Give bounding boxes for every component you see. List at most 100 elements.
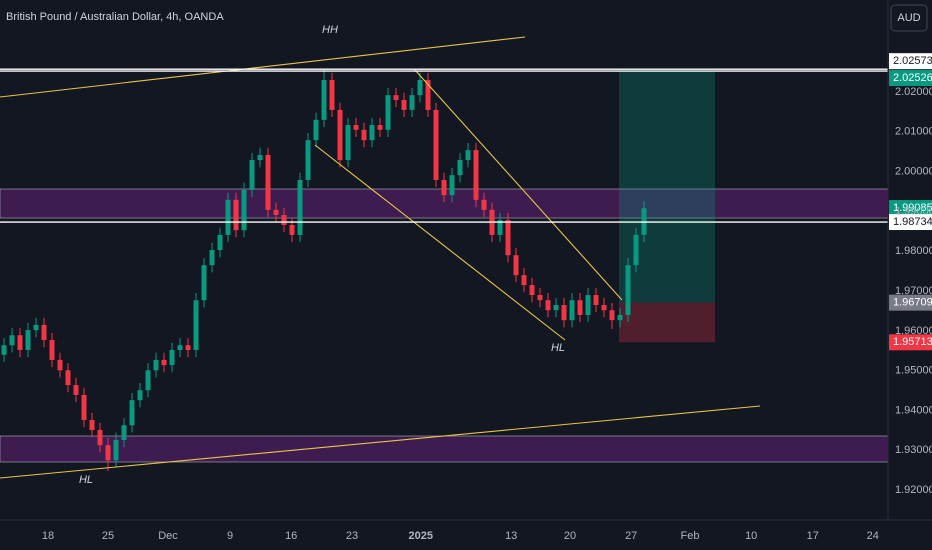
candle-body: [521, 275, 527, 286]
y-tick-label: 1.92000: [895, 484, 932, 496]
candle-body: [209, 250, 215, 266]
candle-body: [281, 215, 287, 225]
candle-body: [57, 359, 63, 371]
position-box: [619, 71, 715, 343]
candle-body: [601, 304, 607, 311]
candle-body: [137, 390, 143, 401]
candle-body: [313, 119, 319, 141]
candle-body: [289, 224, 295, 235]
candle-body: [425, 80, 431, 110]
levels: 2.025732.025261.9908501:22:241.987341.96…: [0, 53, 932, 351]
trendlines: [0, 36, 761, 479]
candle-body: [617, 314, 623, 321]
price-label: 1.98734: [893, 216, 932, 228]
candle-body: [49, 340, 55, 360]
candle-body: [497, 220, 503, 235]
candle-body: [249, 160, 255, 190]
candle-body: [225, 199, 231, 235]
y-tick-label: 2.00000: [895, 166, 932, 178]
candle-body: [625, 265, 631, 315]
x-tick-label: 25: [102, 530, 114, 542]
candle-body: [33, 324, 39, 331]
x-tick-label: Feb: [681, 530, 700, 542]
x-tick-label: 9: [227, 530, 233, 542]
chart-title: British Pound / Australian Dollar, 4h, O…: [6, 11, 224, 23]
stop-zone: [619, 302, 715, 343]
demand-zone: [0, 435, 889, 463]
y-tick-label: 1.99000: [895, 205, 932, 217]
candle-body: [473, 150, 479, 200]
x-tick-label: Dec: [158, 530, 178, 542]
candle-body: [217, 234, 223, 251]
trendline: [414, 69, 623, 301]
candle-body: [593, 295, 599, 305]
candle-body: [97, 430, 103, 446]
y-tick-label: 2.02000: [895, 86, 932, 98]
candle-body: [233, 199, 239, 231]
y-tick-label: 1.94000: [895, 404, 932, 416]
candle-body: [329, 80, 335, 110]
candle-body: [305, 140, 311, 180]
candle-body: [433, 109, 439, 180]
candle-body: [273, 209, 279, 216]
candle-body: [161, 359, 167, 366]
y-tick-label: 2.01000: [895, 126, 932, 138]
y-tick-label: 1.93000: [895, 444, 932, 456]
candle-body: [457, 160, 463, 176]
x-tick-label: 13: [505, 530, 517, 542]
candle-body: [401, 99, 407, 110]
price-label-box: [889, 53, 932, 70]
candle-body: [73, 385, 79, 395]
candle-body: [353, 125, 359, 130]
trendline: [0, 36, 526, 98]
price-label-box: [889, 70, 932, 87]
price-label: 2.02573: [893, 55, 932, 67]
candle-body: [9, 335, 15, 346]
currency-box[interactable]: [890, 4, 928, 32]
candle-body: [545, 300, 551, 311]
x-tick-label: 18: [42, 530, 54, 542]
candle-body: [81, 394, 87, 421]
y-tick-label: 1.96000: [895, 325, 932, 337]
candle-body: [449, 175, 455, 196]
candle-body: [17, 335, 23, 350]
candle-body: [153, 359, 159, 371]
candle-body: [113, 439, 119, 461]
candle-body: [633, 234, 639, 266]
x-tick-label: 2025: [409, 530, 433, 542]
price-label: 1.96709: [893, 297, 932, 309]
x-tick-label: 23: [346, 530, 358, 542]
candle-body: [369, 125, 375, 141]
candle-body: [393, 95, 399, 100]
candle-body: [529, 285, 535, 296]
y-tick-label: 1.98000: [895, 245, 932, 257]
x-tick-label: 17: [807, 530, 819, 542]
price-label: 2.02526: [893, 72, 932, 84]
candle-body: [361, 129, 367, 141]
price-label-box: [889, 294, 932, 311]
trendline: [0, 405, 761, 479]
candle-body: [609, 310, 615, 321]
candle-body: [377, 125, 383, 130]
candle-body: [201, 265, 207, 301]
x-tick-label: 24: [867, 530, 879, 542]
candle-body: [65, 370, 71, 386]
candle-body: [505, 220, 511, 256]
y-tick-label: 1.95000: [895, 365, 932, 377]
candle-body: [561, 304, 567, 321]
candle-body: [345, 125, 351, 161]
trendline: [314, 144, 566, 341]
candle-body: [481, 199, 487, 210]
candle-body: [465, 150, 471, 161]
candle-body: [257, 154, 263, 161]
candle-body: [417, 80, 423, 96]
candle-body: [441, 179, 447, 196]
candle-body: [169, 349, 175, 366]
currency[interactable]: AUD: [897, 12, 920, 24]
price-label-box: [889, 214, 932, 231]
annotation: HL: [551, 342, 565, 354]
candles: [1, 69, 647, 472]
candle-body: [241, 189, 247, 231]
